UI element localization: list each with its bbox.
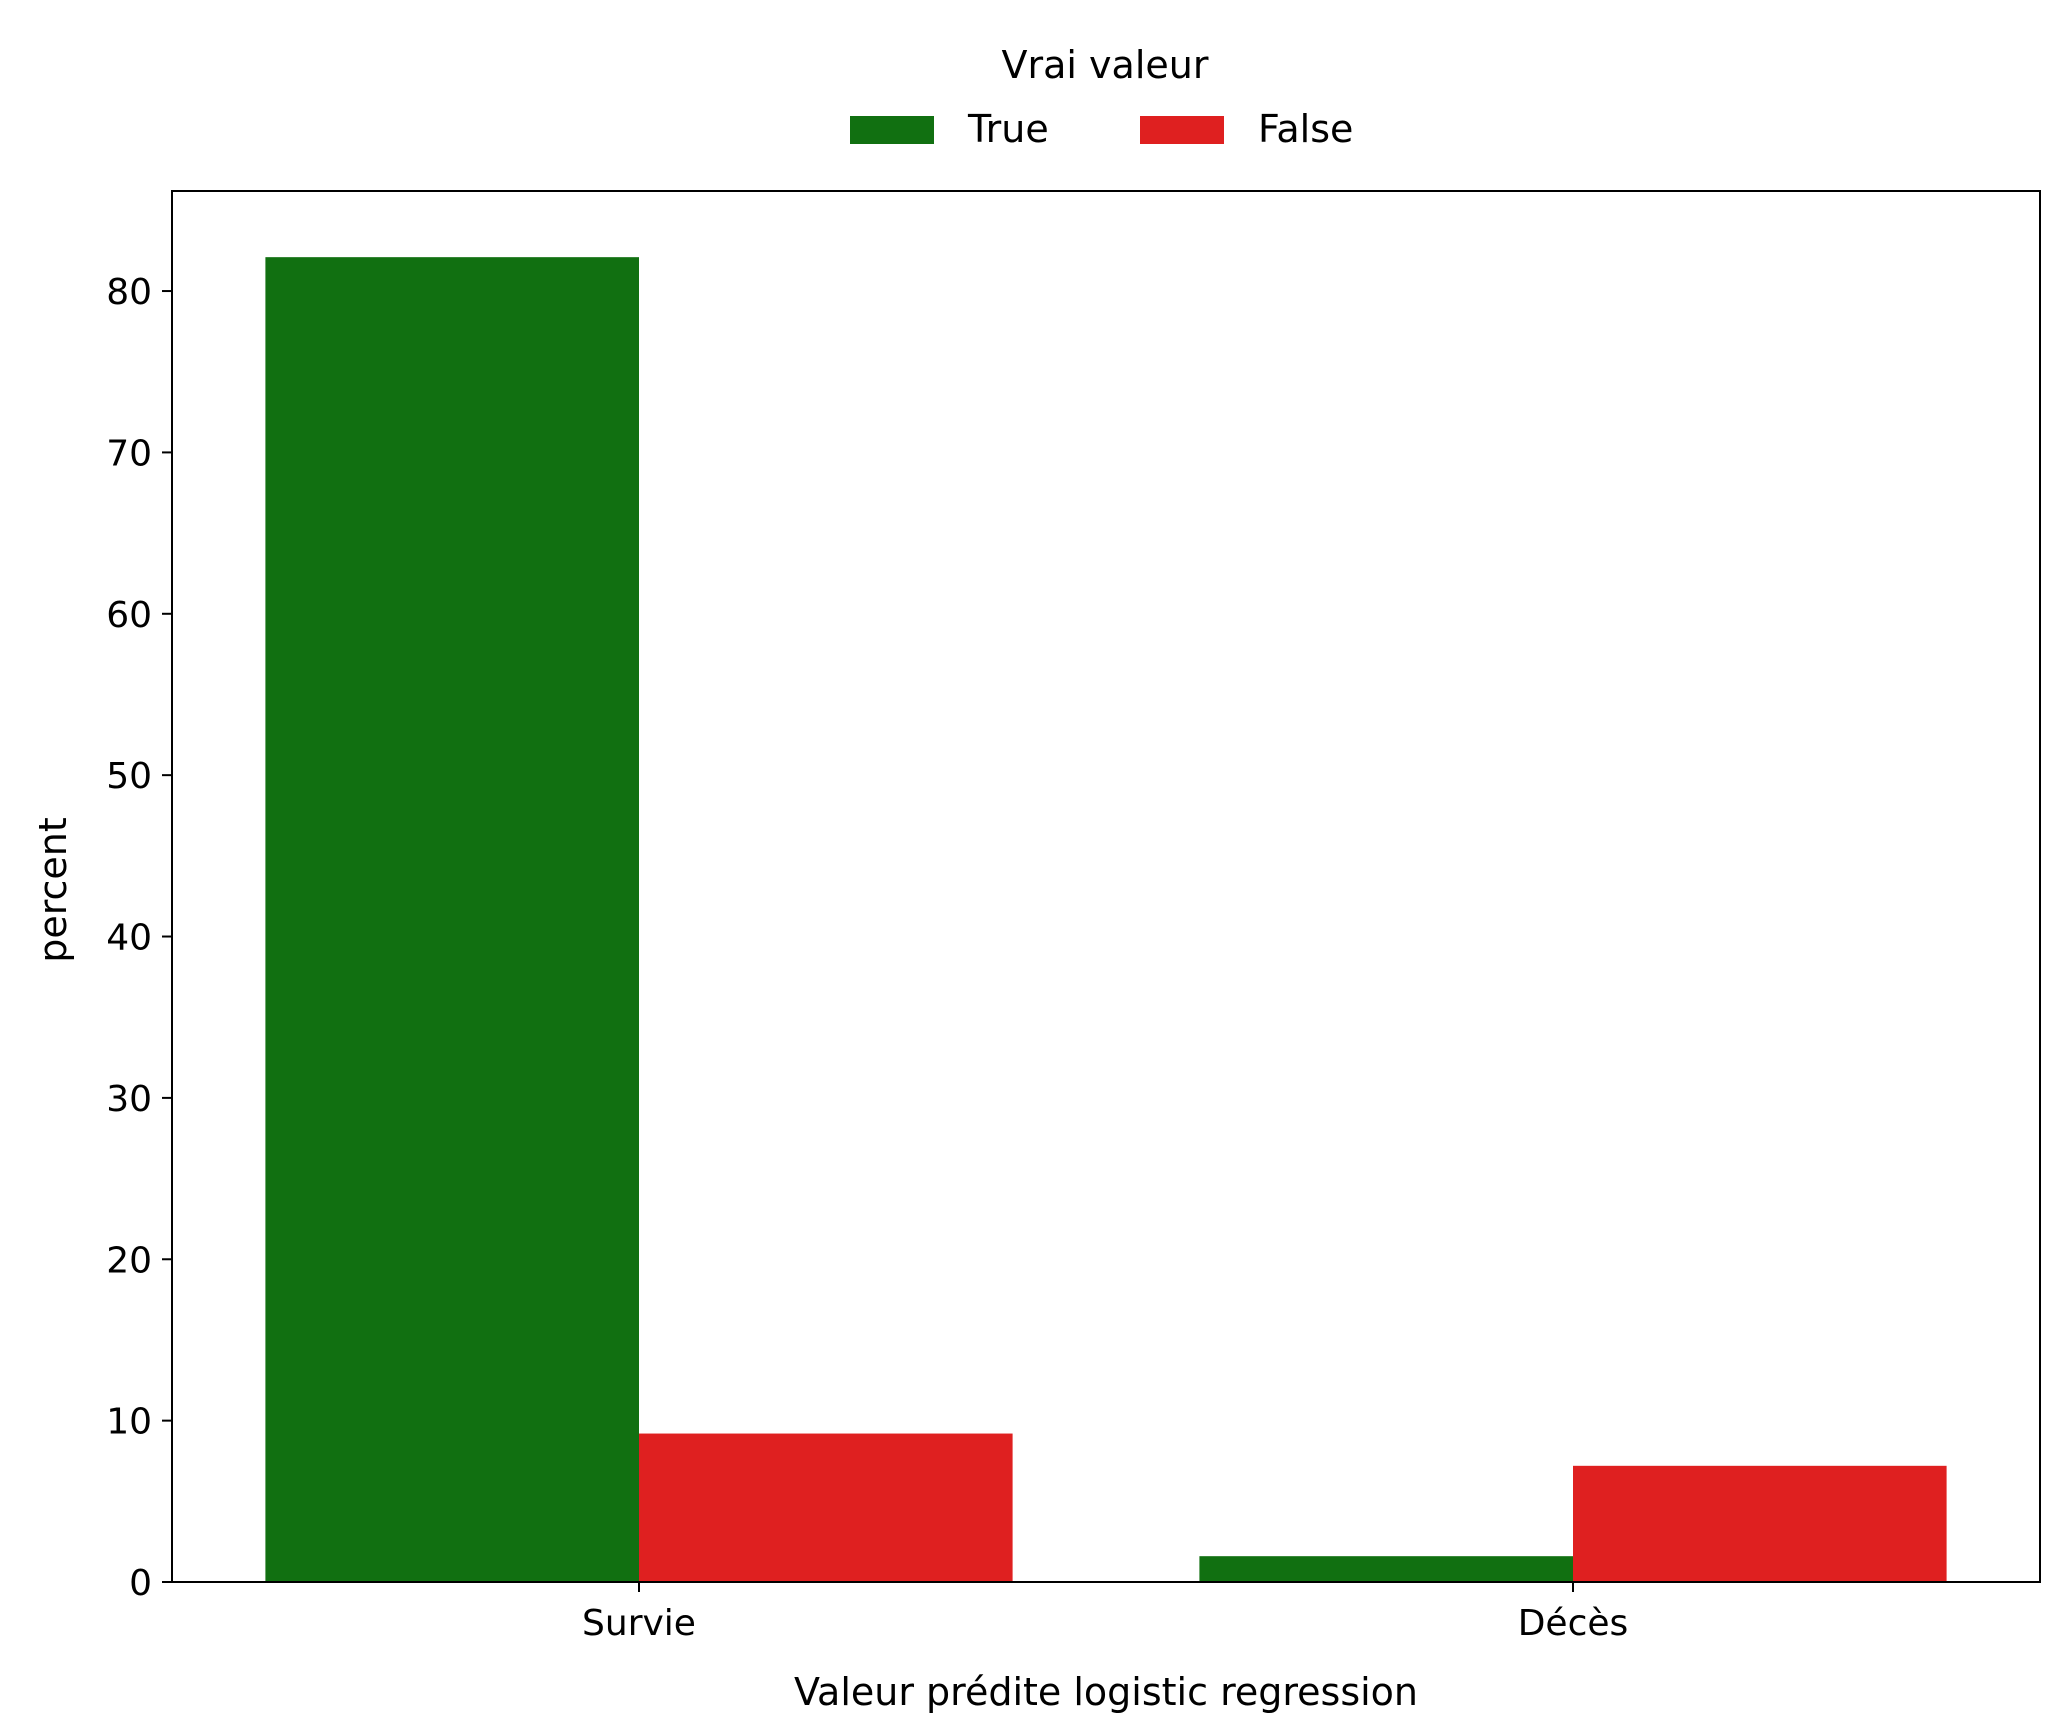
y-tick-label: 10 [106,1402,152,1443]
y-tick-label: 70 [106,433,152,474]
x-axis: Survie Décès [582,1582,1628,1644]
bars [265,257,1947,1582]
y-tick-label: 50 [106,756,152,797]
bar-true-1 [265,257,639,1582]
y-axis-label: percent [31,817,75,963]
legend-title: Vrai valeur [1002,43,1209,87]
x-axis-label: Valeur prédite logistic regression [794,1670,1418,1714]
y-tick-label: 20 [106,1240,152,1281]
bar-false-2 [1573,1465,1947,1582]
y-tick-label: 40 [106,918,152,959]
y-tick-label: 80 [106,272,152,313]
legend-swatch-true [850,116,934,144]
x-tick-label: Survie [582,1603,696,1644]
y-tick-label: 30 [106,1079,152,1120]
x-tick-label: Décès [1518,1603,1629,1644]
plot-frame [171,190,2041,1583]
y-tick-label: 0 [129,1563,152,1604]
y-axis: 0 10 20 30 40 50 60 70 80 [106,272,172,1604]
bar-true-2 [1199,1556,1573,1582]
legend: Vrai valeur True False [850,43,1353,151]
y-tick-label: 60 [106,595,152,636]
legend-label-true: True [967,107,1049,151]
bar-false-1 [639,1433,1013,1582]
legend-swatch-false [1140,116,1224,144]
legend-label-false: False [1258,107,1353,151]
